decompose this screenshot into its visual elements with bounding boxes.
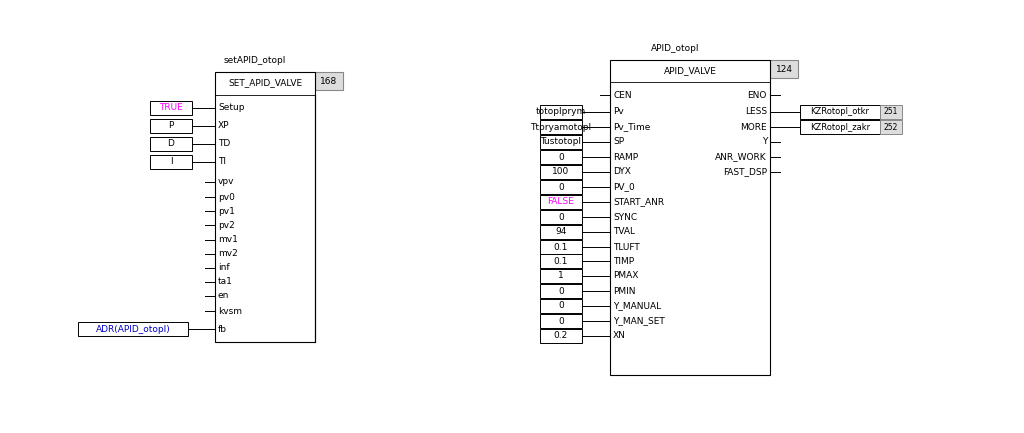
Text: PMIN: PMIN	[613, 287, 636, 295]
Text: PMAX: PMAX	[613, 271, 638, 281]
Text: 0: 0	[558, 301, 564, 310]
Text: FALSE: FALSE	[548, 197, 574, 207]
Text: XP: XP	[218, 122, 229, 130]
Text: SYNC: SYNC	[613, 213, 637, 222]
Text: 0: 0	[558, 317, 564, 326]
Text: totoplprym: totoplprym	[536, 107, 586, 116]
Bar	[540, 269, 582, 283]
Bar	[150, 155, 193, 169]
Text: Setup: Setup	[218, 103, 245, 113]
Bar	[770, 60, 798, 78]
Bar	[540, 314, 582, 328]
Bar	[78, 322, 188, 336]
Bar	[540, 165, 582, 179]
Text: 0: 0	[558, 182, 564, 191]
Text: pv1: pv1	[218, 207, 234, 216]
Text: Y_MANUAL: Y_MANUAL	[613, 301, 662, 310]
Bar	[880, 120, 902, 134]
Bar	[150, 119, 193, 133]
Bar	[540, 195, 582, 209]
Text: 0.2: 0.2	[554, 332, 568, 340]
Text: DYX: DYX	[613, 168, 631, 177]
Text: Ttpryamotopl: Ttpryamotopl	[530, 123, 592, 132]
Text: Y: Y	[762, 138, 767, 146]
Text: ADR(APID_otopl): ADR(APID_otopl)	[95, 324, 170, 333]
Text: START_ANR: START_ANR	[613, 197, 665, 207]
Text: D: D	[168, 139, 174, 149]
Text: I: I	[170, 158, 172, 167]
Text: Y_MAN_SET: Y_MAN_SET	[613, 317, 665, 326]
Text: 168: 168	[321, 77, 338, 85]
Text: inf: inf	[218, 264, 229, 272]
Bar	[540, 150, 582, 164]
Bar	[150, 137, 193, 151]
Text: TVAL: TVAL	[613, 227, 635, 236]
Bar	[800, 120, 880, 134]
Bar	[880, 105, 902, 119]
Text: 0.1: 0.1	[554, 242, 568, 252]
Text: Tustotopl: Tustotopl	[541, 138, 582, 146]
Text: KZRotopl_zakr: KZRotopl_zakr	[810, 123, 870, 132]
Text: TIMP: TIMP	[613, 256, 634, 265]
Text: kvsm: kvsm	[218, 307, 242, 316]
Text: Pv: Pv	[613, 107, 624, 116]
Text: setAPID_otopl: setAPID_otopl	[224, 56, 286, 65]
Text: APID_VALVE: APID_VALVE	[664, 67, 717, 75]
Bar	[540, 225, 582, 239]
Bar	[215, 72, 315, 342]
Text: mv2: mv2	[218, 249, 238, 259]
Text: P: P	[168, 122, 174, 130]
Text: 252: 252	[884, 123, 898, 132]
Text: LESS: LESS	[744, 107, 767, 116]
Text: APID_otopl: APID_otopl	[650, 44, 699, 53]
Bar	[540, 120, 582, 134]
Text: TLUFT: TLUFT	[613, 242, 640, 252]
Text: 100: 100	[552, 168, 569, 177]
Text: en: en	[218, 291, 229, 301]
Text: KZRotopl_otkr: KZRotopl_otkr	[811, 107, 869, 116]
Text: TRUE: TRUE	[159, 103, 183, 113]
Text: pv2: pv2	[218, 220, 234, 229]
Bar	[315, 72, 343, 90]
Bar	[150, 101, 193, 115]
Text: CEN: CEN	[613, 90, 632, 100]
Text: PV_0: PV_0	[613, 182, 635, 191]
Bar	[540, 299, 582, 313]
Text: fb: fb	[218, 324, 227, 333]
Text: SET_APID_VALVE: SET_APID_VALVE	[228, 78, 302, 87]
Text: 0.1: 0.1	[554, 256, 568, 265]
Text: pv0: pv0	[218, 193, 234, 201]
Text: 251: 251	[884, 107, 898, 116]
Text: 124: 124	[775, 65, 793, 74]
Text: TI: TI	[218, 158, 226, 167]
Text: SP: SP	[613, 138, 624, 146]
Text: Pv_Time: Pv_Time	[613, 123, 650, 132]
Text: XN: XN	[613, 332, 626, 340]
Bar	[540, 284, 582, 298]
Bar	[540, 329, 582, 343]
Bar	[540, 105, 582, 119]
Text: vpv: vpv	[218, 178, 234, 187]
Bar	[610, 60, 770, 375]
Bar	[540, 180, 582, 194]
Text: 1: 1	[558, 271, 564, 281]
Text: ENO: ENO	[748, 90, 767, 100]
Text: 94: 94	[555, 227, 566, 236]
Text: RAMP: RAMP	[613, 152, 638, 162]
Text: ANR_WORK: ANR_WORK	[716, 152, 767, 162]
Bar	[800, 105, 880, 119]
Text: FAST_DSP: FAST_DSP	[723, 168, 767, 177]
Text: ta1: ta1	[218, 278, 232, 287]
Bar	[540, 254, 582, 268]
Bar	[540, 240, 582, 254]
Bar	[540, 135, 582, 149]
Text: mv1: mv1	[218, 236, 238, 245]
Text: 0: 0	[558, 152, 564, 162]
Text: MORE: MORE	[740, 123, 767, 132]
Bar	[540, 210, 582, 224]
Text: 0: 0	[558, 287, 564, 295]
Text: 0: 0	[558, 213, 564, 222]
Text: TD: TD	[218, 139, 230, 149]
